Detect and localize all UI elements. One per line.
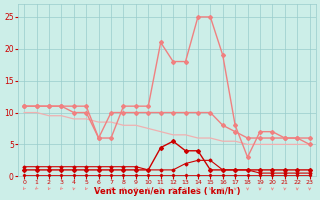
X-axis label: Vent moyen/en rafales ( km/h ): Vent moyen/en rafales ( km/h ) (94, 187, 240, 196)
